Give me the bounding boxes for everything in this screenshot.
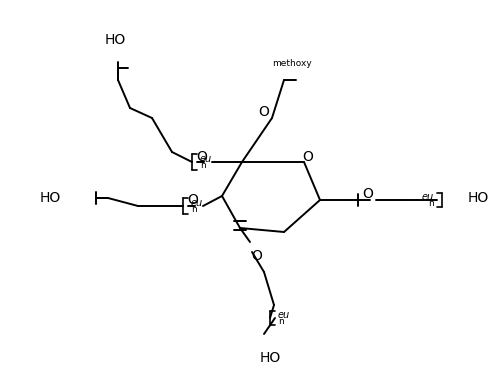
Text: methoxy: methoxy: [272, 60, 312, 68]
Text: O: O: [196, 150, 207, 164]
Text: eu: eu: [422, 192, 434, 202]
Text: O: O: [258, 105, 270, 119]
Text: HO: HO: [468, 191, 488, 205]
Text: n: n: [428, 200, 434, 209]
Text: n: n: [200, 162, 206, 171]
Text: eu: eu: [278, 310, 290, 320]
Text: HO: HO: [40, 191, 60, 205]
Text: HO: HO: [104, 33, 126, 47]
Text: O: O: [302, 150, 314, 164]
Text: O: O: [252, 249, 262, 263]
Text: eu: eu: [191, 198, 203, 208]
Text: n: n: [278, 318, 284, 326]
Text: eu: eu: [200, 154, 212, 164]
Text: O: O: [188, 193, 198, 207]
Text: n: n: [191, 206, 197, 214]
Text: O: O: [362, 187, 374, 201]
Text: HO: HO: [260, 351, 280, 365]
